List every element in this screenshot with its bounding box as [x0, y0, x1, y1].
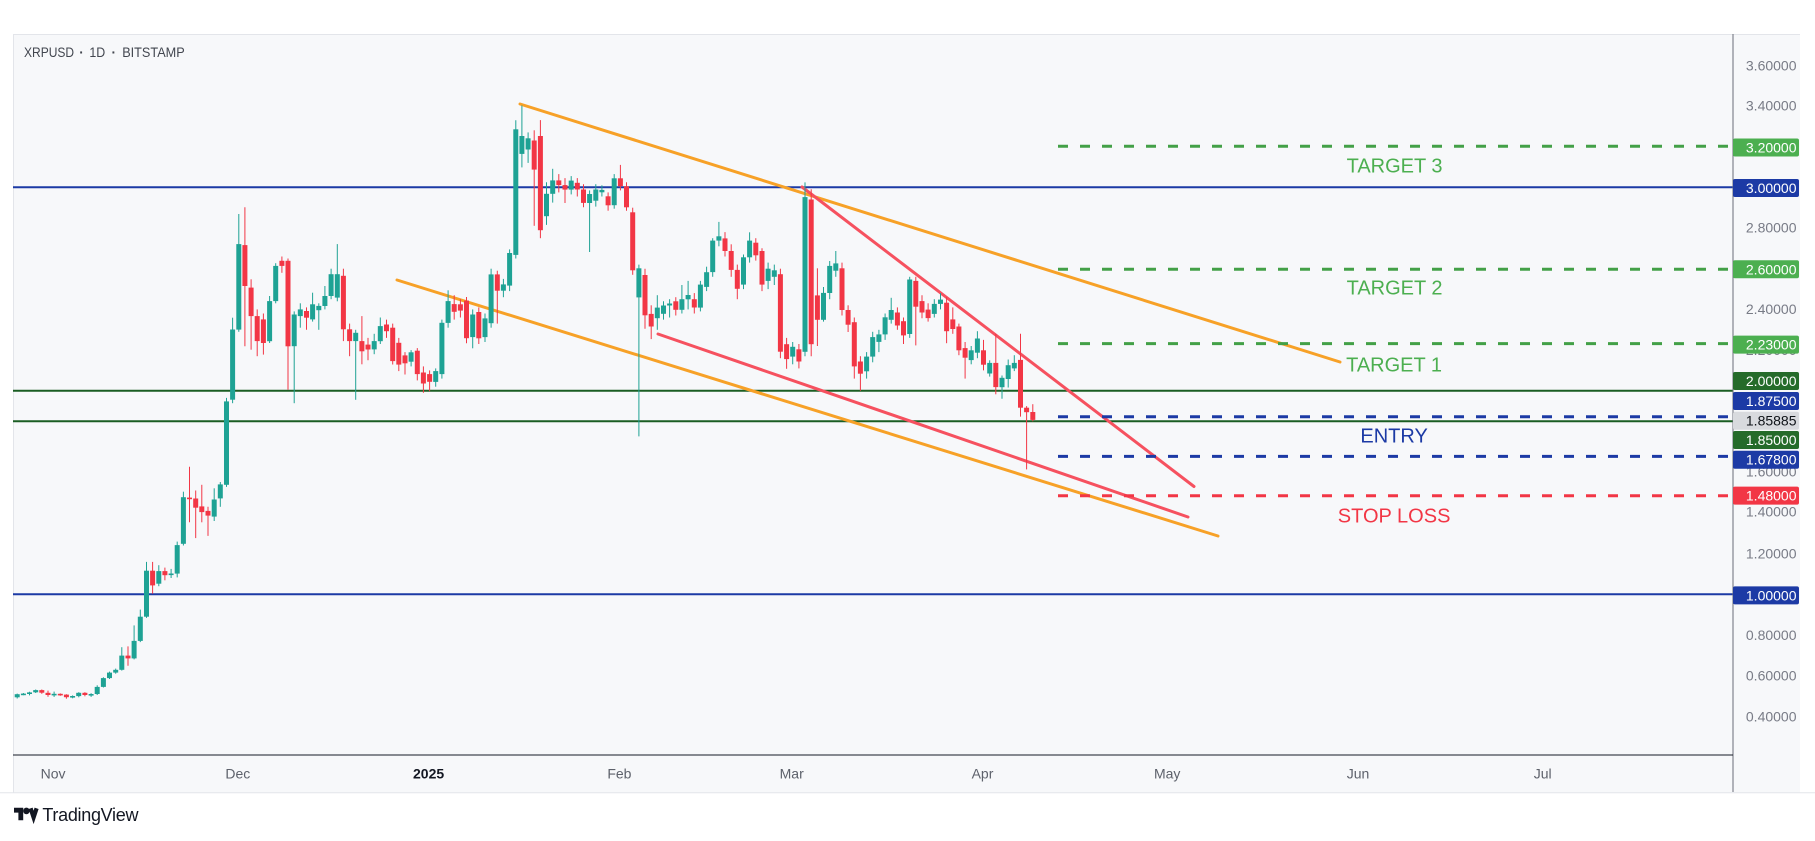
svg-text:1D: 1D — [89, 45, 105, 60]
svg-text:Nov: Nov — [41, 766, 66, 782]
svg-text:·: · — [79, 45, 84, 60]
svg-text:1.67800: 1.67800 — [1746, 452, 1797, 468]
svg-text:Feb: Feb — [607, 766, 631, 782]
svg-text:3.40000: 3.40000 — [1746, 98, 1797, 114]
svg-text:TradingView: TradingView — [42, 805, 139, 825]
svg-text:May: May — [1154, 766, 1180, 782]
svg-text:·: · — [111, 45, 116, 60]
svg-text:2.40000: 2.40000 — [1746, 301, 1797, 317]
svg-text:1.40000: 1.40000 — [1746, 504, 1797, 520]
svg-text:3.20000: 3.20000 — [1746, 140, 1797, 156]
svg-text:1.48000: 1.48000 — [1746, 488, 1797, 504]
svg-text:1.85885: 1.85885 — [1746, 413, 1797, 429]
svg-text:1.00000: 1.00000 — [1746, 587, 1797, 603]
svg-text:1.87500: 1.87500 — [1746, 393, 1797, 409]
svg-text:TARGET 1: TARGET 1 — [1346, 354, 1442, 376]
svg-text:0.40000: 0.40000 — [1746, 708, 1797, 724]
svg-text:2025: 2025 — [413, 766, 444, 782]
svg-text:0.80000: 0.80000 — [1746, 627, 1797, 643]
svg-text:2.23000: 2.23000 — [1746, 337, 1797, 353]
svg-text:Dec: Dec — [225, 766, 250, 782]
svg-text:ENTRY: ENTRY — [1360, 426, 1427, 448]
svg-text:Jul: Jul — [1534, 766, 1552, 782]
svg-text:Jun: Jun — [1347, 766, 1370, 782]
svg-text:Mar: Mar — [780, 766, 804, 782]
svg-text:2.60000: 2.60000 — [1746, 261, 1797, 277]
svg-text:STOP LOSS: STOP LOSS — [1338, 506, 1451, 528]
svg-text:TARGET 3: TARGET 3 — [1347, 155, 1443, 177]
svg-text:1.20000: 1.20000 — [1746, 545, 1797, 561]
svg-text:2.00000: 2.00000 — [1746, 373, 1797, 389]
svg-text:TARGET 2: TARGET 2 — [1347, 277, 1443, 299]
svg-text:1.85000: 1.85000 — [1746, 432, 1797, 448]
svg-text:Apr: Apr — [972, 766, 994, 782]
svg-text:0.60000: 0.60000 — [1746, 668, 1797, 684]
svg-text:2.80000: 2.80000 — [1746, 220, 1797, 236]
svg-text:BITSTAMP: BITSTAMP — [122, 45, 185, 60]
svg-text:3.00000: 3.00000 — [1746, 180, 1797, 196]
svg-text:XRPUSD: XRPUSD — [24, 45, 74, 60]
svg-text:3.60000: 3.60000 — [1746, 57, 1797, 73]
